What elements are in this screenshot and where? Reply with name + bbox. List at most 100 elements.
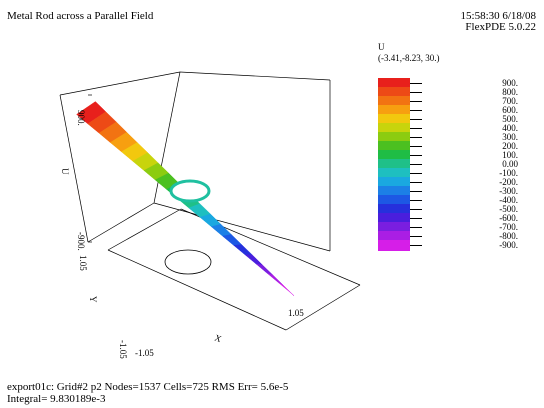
legend-swatch — [378, 213, 410, 224]
base-edge — [285, 284, 361, 331]
y-tick-label: 1.05 — [78, 255, 88, 271]
legend-level: 200. — [378, 141, 518, 152]
frame-edge — [153, 202, 331, 252]
legend-tick — [410, 218, 422, 219]
legend-tick — [410, 146, 422, 147]
legend-level: 800. — [378, 87, 518, 98]
frame-edge — [59, 71, 181, 96]
legend-value: 900. — [502, 78, 518, 88]
legend-tick — [410, 227, 422, 228]
legend-tick — [410, 83, 422, 84]
legend-swatch — [378, 222, 410, 233]
legend-swatch — [378, 177, 410, 188]
legend-level: 600. — [378, 105, 518, 116]
surface — [76, 101, 295, 296]
legend-value: 800. — [502, 87, 518, 97]
legend-swatch — [378, 231, 410, 242]
legend-level: 500. — [378, 114, 518, 125]
legend-tick — [410, 209, 422, 210]
z-tick-label: 900. — [76, 110, 86, 126]
legend-variable: U — [378, 42, 385, 52]
surface-band — [244, 254, 264, 266]
legend-value: -600. — [499, 213, 518, 223]
legend-swatch — [378, 114, 410, 125]
legend-tick — [410, 236, 422, 237]
surface-band — [255, 263, 274, 276]
legend-swatch — [378, 105, 410, 116]
surface-band — [267, 273, 284, 286]
legend-viewpoint: (-3.41,-8.23, 30.) — [378, 53, 440, 63]
legend-level: -100. — [378, 168, 518, 179]
x-tick-label: 1.05 — [288, 308, 304, 318]
surface-band — [222, 234, 243, 246]
legend-swatch — [378, 240, 410, 251]
legend-swatch — [378, 204, 410, 215]
rod-footprint — [164, 249, 212, 275]
legend-tick — [410, 101, 422, 102]
frame-edge — [179, 71, 331, 81]
legend-value: 100. — [502, 150, 518, 160]
legend-swatch — [378, 186, 410, 197]
frame-edge — [59, 94, 89, 243]
legend-level: -500. — [378, 204, 518, 215]
footer-stats: export01c: Grid#2 p2 Nodes=1537 Cells=72… — [7, 381, 289, 393]
timestamp: 15:58:30 6/18/08 — [460, 10, 536, 22]
z-axis-label: U — [60, 168, 70, 175]
legend-swatch — [378, 195, 410, 206]
legend-swatch — [378, 168, 410, 179]
legend-level: 0.00 — [378, 159, 518, 170]
legend-tick — [410, 173, 422, 174]
software-version: FlexPDE 5.0.22 — [465, 21, 536, 33]
legend-level: -600. — [378, 213, 518, 224]
legend-value: -300. — [499, 186, 518, 196]
legend-tick — [410, 191, 422, 192]
legend-tick — [410, 182, 422, 183]
legend-swatch — [378, 159, 410, 170]
legend-swatch — [378, 78, 410, 89]
legend-tick — [410, 137, 422, 138]
legend-level: 100. — [378, 150, 518, 161]
legend-value: -700. — [499, 222, 518, 232]
legend-value: -200. — [499, 177, 518, 187]
y-tick-label: -1.05 — [118, 340, 128, 359]
frame-edge — [87, 202, 155, 243]
legend-level: -400. — [378, 195, 518, 206]
legend-value: 200. — [502, 141, 518, 151]
legend-tick — [410, 92, 422, 93]
surface-band — [278, 282, 295, 296]
legend-level: -700. — [378, 222, 518, 233]
legend-value: -900. — [499, 240, 518, 250]
legend-swatch — [378, 123, 410, 134]
legend-tick — [410, 119, 422, 120]
axis-labels: 900. U -900. 1.05 Y -1.05 -1.05 X 1.05 — [60, 110, 304, 359]
legend-swatch — [378, 132, 410, 143]
x-tick-label: -1.05 — [135, 348, 154, 358]
legend-value: 400. — [502, 123, 518, 133]
legend-value: 500. — [502, 114, 518, 124]
legend-level: 900. — [378, 78, 518, 89]
base-edge — [107, 208, 182, 251]
legend-level: -900. — [378, 240, 518, 251]
legend-tick — [410, 200, 422, 201]
base-edge — [107, 249, 287, 331]
legend-swatch — [378, 141, 410, 152]
legend-value: -800. — [499, 231, 518, 241]
surface-band — [233, 244, 253, 256]
legend-value: 0.00 — [502, 159, 518, 169]
legend-tick — [410, 164, 422, 165]
legend-level: 300. — [378, 132, 518, 143]
legend-tick — [410, 110, 422, 111]
legend-swatch — [378, 150, 410, 161]
legend-tick — [410, 245, 422, 246]
legend-value: -400. — [499, 195, 518, 205]
legend-level: 400. — [378, 123, 518, 134]
plot-title: Metal Rod across a Parallel Field — [7, 10, 154, 22]
legend-level: 700. — [378, 96, 518, 107]
legend-level: -200. — [378, 177, 518, 188]
x-axis-label: X — [213, 332, 223, 344]
rod-hole — [169, 179, 211, 203]
legend-level: -800. — [378, 231, 518, 242]
legend-level: -300. — [378, 186, 518, 197]
surface-band — [210, 223, 232, 237]
